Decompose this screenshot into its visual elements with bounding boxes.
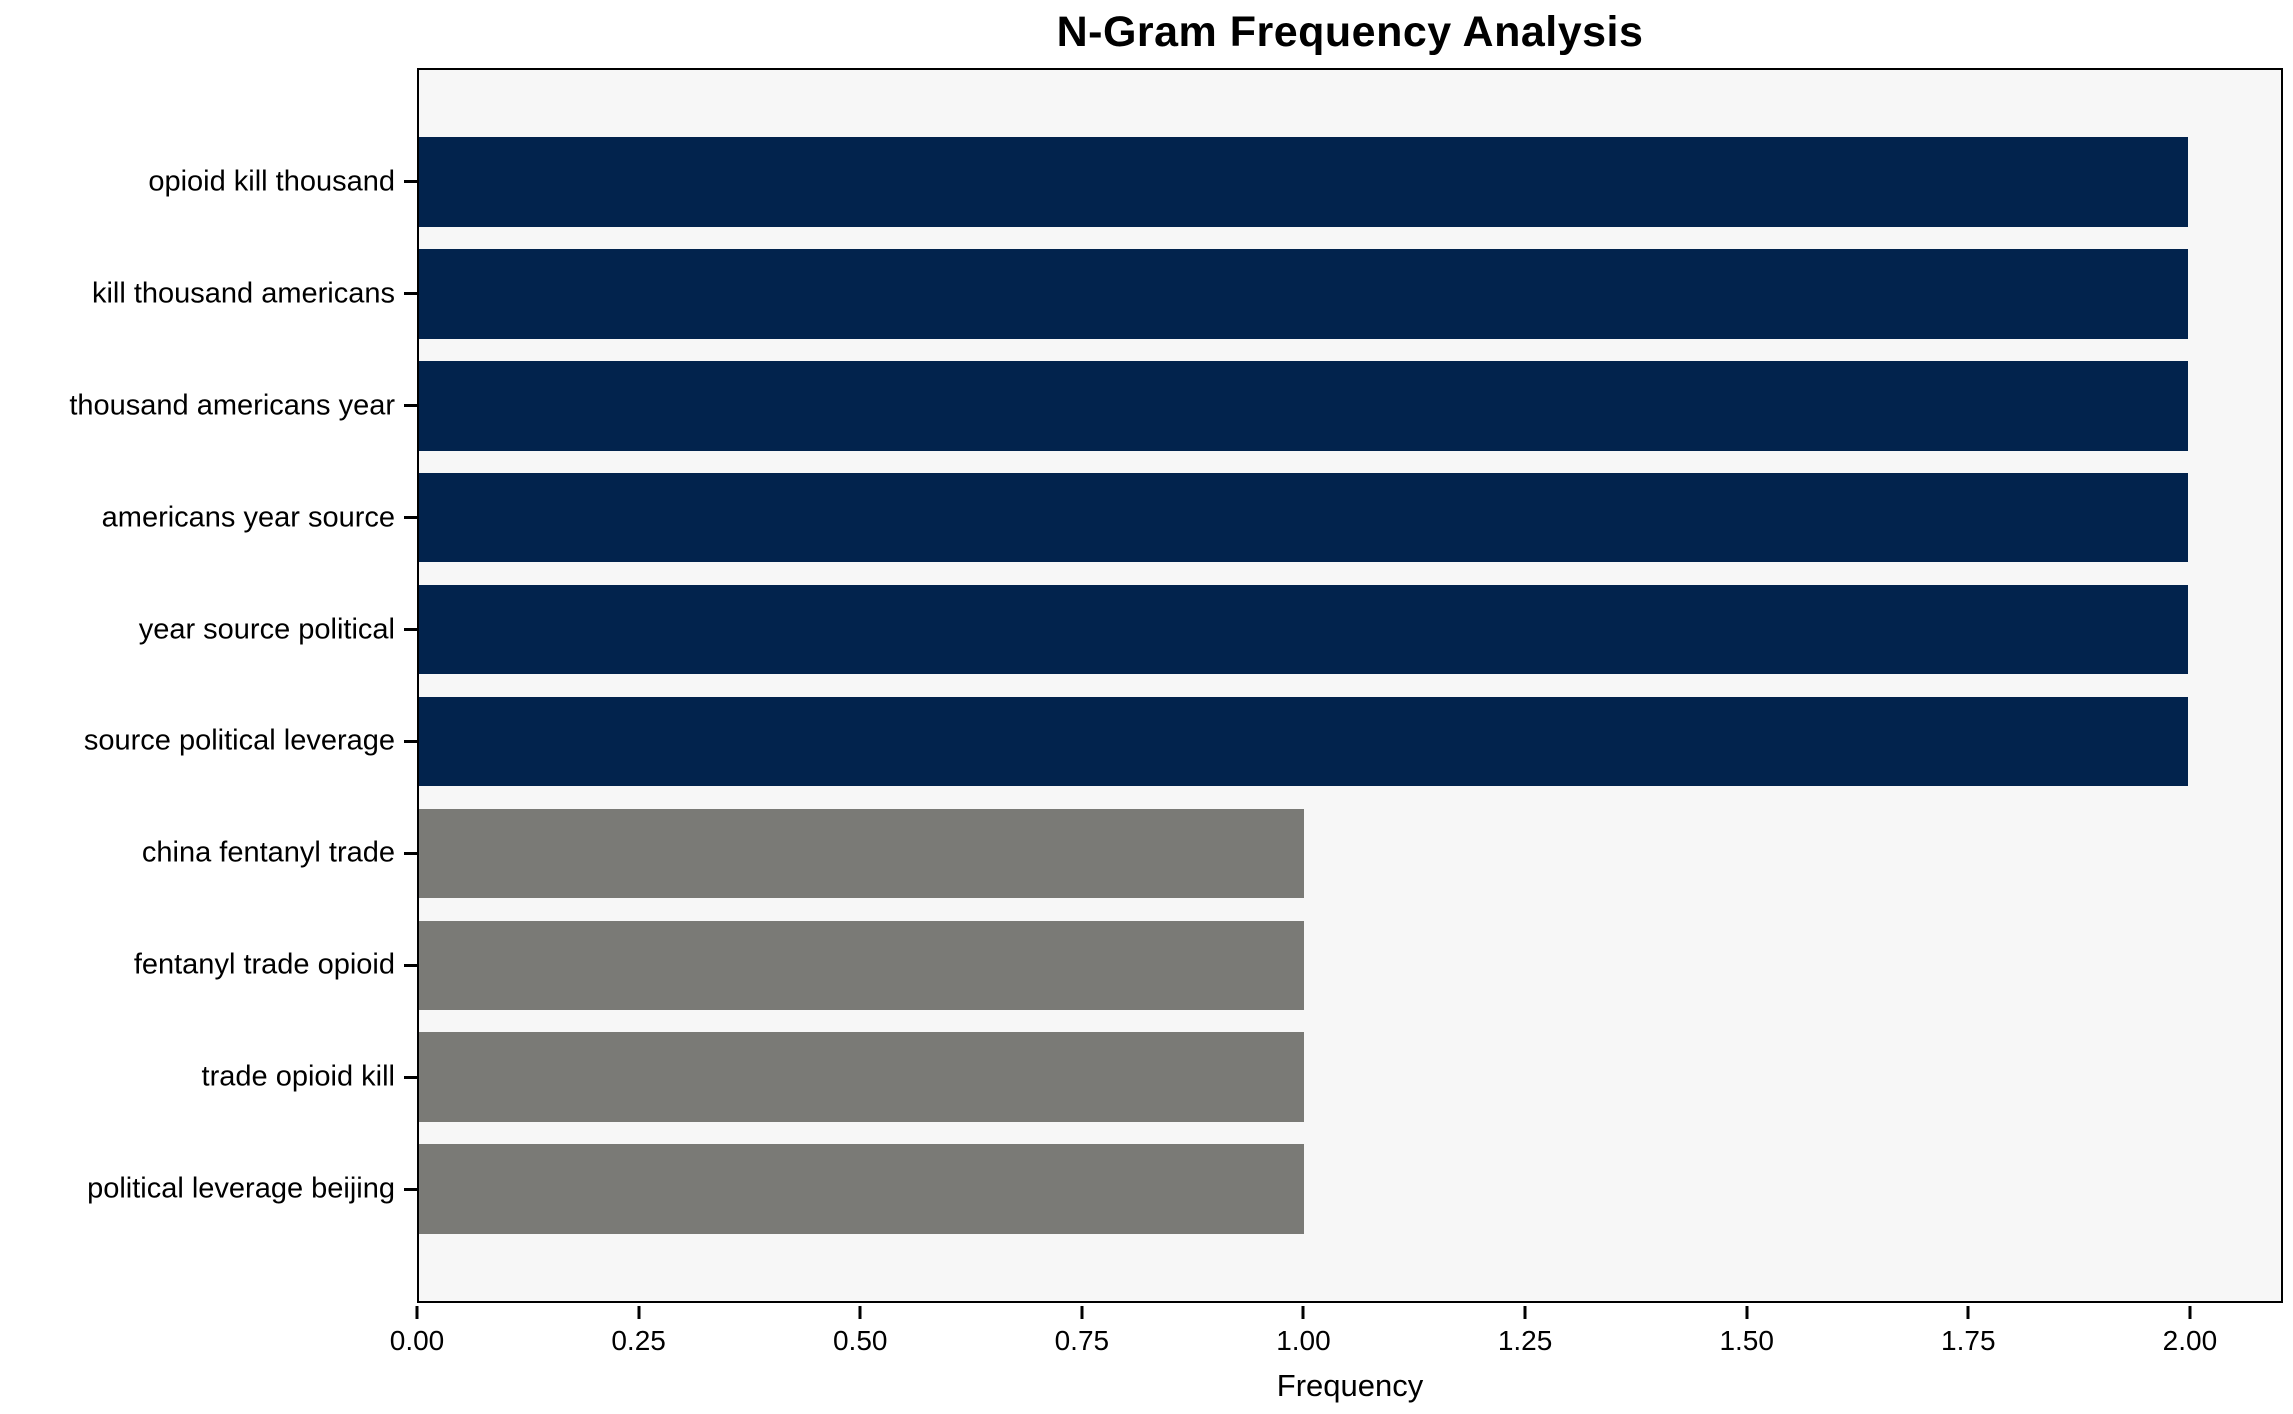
chart-title: N-Gram Frequency Analysis <box>1056 8 1644 56</box>
bars-container: opioid kill thousand kill thousand americ… <box>69 126 2281 1245</box>
y-tick-label: trade opioid kill <box>201 1060 395 1093</box>
bar-row: kill thousand americans <box>92 238 2281 350</box>
bar <box>419 584 2189 675</box>
y-tick-mark <box>404 1075 417 1079</box>
bar <box>419 696 2189 787</box>
x-tick-mark <box>2188 1306 2192 1319</box>
bar-row: year source political <box>139 574 2281 686</box>
y-tick-label: opioid kill thousand <box>148 165 395 198</box>
y-tick-label: thousand americans year <box>69 389 395 422</box>
y-tick-mark <box>404 292 417 296</box>
x-tick-mark <box>858 1306 862 1319</box>
y-tick-label: kill thousand americans <box>91 277 395 310</box>
y-tick-mark <box>404 851 417 855</box>
x-tick-label: 1.50 <box>1719 1325 1774 1356</box>
x-tick-label: 0.25 <box>611 1325 666 1356</box>
x-tick-label: 0.50 <box>832 1325 888 1356</box>
bar-row: china fentanyl trade <box>142 797 2281 909</box>
x-tick-label: 1.75 <box>1941 1325 1996 1356</box>
x-tick-mark <box>1745 1306 1749 1319</box>
x-tick-label: 1.00 <box>1276 1325 1331 1356</box>
bar-row: thousand americans year <box>69 350 2281 462</box>
x-tick-label: 0.75 <box>1054 1325 1110 1356</box>
bar <box>419 249 2189 339</box>
bar-row: fentanyl trade opioid <box>134 909 2281 1021</box>
bar <box>419 361 2189 451</box>
y-tick-label: china fentanyl trade <box>141 836 395 869</box>
bar <box>419 808 1304 899</box>
bar-row: americans year source <box>102 462 2281 574</box>
y-tick-label: americans year source <box>101 501 395 534</box>
x-axis-label: Frequency <box>1276 1368 1424 1403</box>
x-tick-mark <box>1523 1306 1527 1319</box>
y-tick-mark <box>404 739 417 743</box>
y-tick-mark <box>404 180 417 184</box>
bar <box>419 920 1304 1011</box>
bar <box>419 472 2189 563</box>
x-tick-mark <box>1966 1306 1970 1319</box>
bar-row: opioid kill thousand <box>148 126 2281 238</box>
y-tick-label: source political leverage <box>83 724 395 757</box>
bar-row: source political leverage <box>84 686 2281 798</box>
y-tick-mark <box>404 963 417 967</box>
bar <box>419 1032 1304 1122</box>
x-tick-mark <box>637 1306 641 1319</box>
x-tick-mark <box>1080 1306 1084 1319</box>
plot-area: opioid kill thousand kill thousand americ… <box>69 68 2283 1303</box>
x-tick-label: 2.00 <box>2162 1325 2218 1356</box>
x-tick-mark <box>415 1306 419 1319</box>
y-tick-mark <box>404 404 417 408</box>
x-tick-mark <box>1301 1306 1305 1319</box>
bar <box>419 137 2189 227</box>
y-tick-label: political leverage beijing <box>87 1172 395 1205</box>
y-tick-label: fentanyl trade opioid <box>133 948 395 981</box>
y-tick-mark <box>404 516 417 520</box>
bar <box>419 1144 1304 1234</box>
x-tick-label: 0.00 <box>389 1325 445 1356</box>
x-tick-label: 1.25 <box>1497 1325 1553 1356</box>
y-tick-label: year source political <box>138 613 395 646</box>
y-tick-mark <box>404 1187 417 1191</box>
y-tick-mark <box>404 628 417 632</box>
bar-row: trade opioid kill <box>202 1021 2281 1133</box>
bar-row: political leverage beijing <box>87 1133 2281 1245</box>
